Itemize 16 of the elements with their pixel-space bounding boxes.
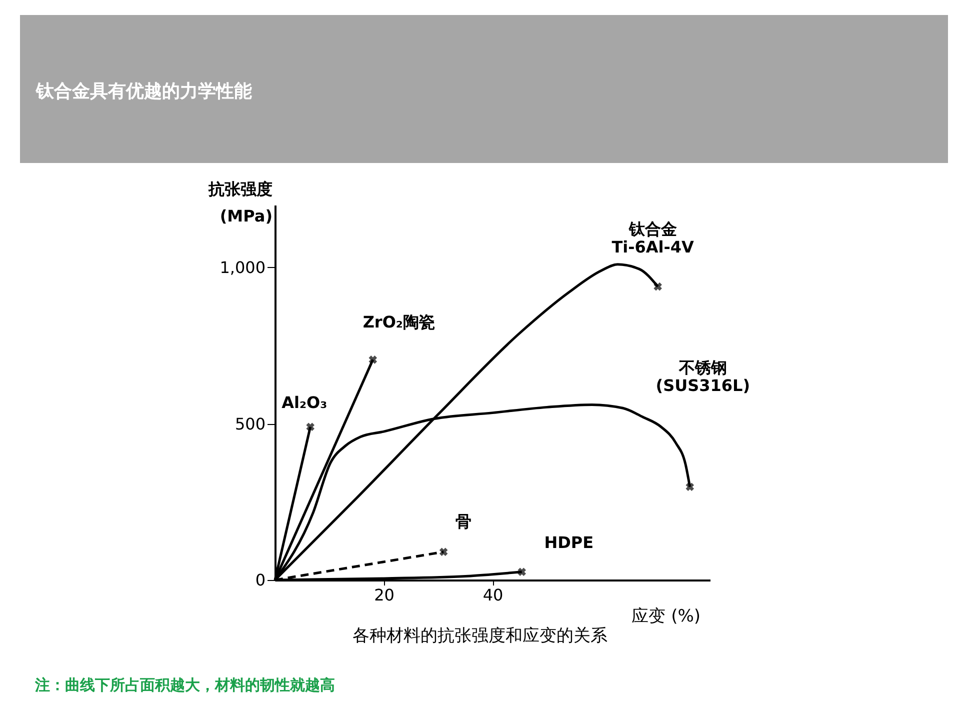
series-label: 骨 (456, 512, 472, 531)
x-tick-label: 40 (482, 586, 504, 604)
y-tick-label: 0 (255, 570, 266, 590)
series-label: ZrO₂陶瓷 (362, 312, 435, 332)
y-axis-title: 抗张强度 (MPa) (208, 180, 272, 226)
x-tick-label: 20 (374, 586, 394, 604)
y-tick-label: 500 (234, 414, 266, 434)
series-label: HDPE (544, 532, 594, 552)
y-tick-label: 1,000 (220, 258, 266, 277)
series-label: Al₂O₃ (282, 392, 328, 412)
series-label: 钛合金 Ti-6Al-4V (612, 220, 695, 257)
chart-title: 钛合金具有优越的力学性能 (36, 80, 252, 103)
text: 各种材料的抗张强度和应变的关系 (352, 626, 608, 646)
x-axis-title: 应变 (%) (632, 606, 700, 626)
text: 注：曲线下所占面积越大，材料的韧性就越高 (35, 676, 335, 695)
series-label: 不锈钢 (SUS316L) (656, 358, 750, 395)
